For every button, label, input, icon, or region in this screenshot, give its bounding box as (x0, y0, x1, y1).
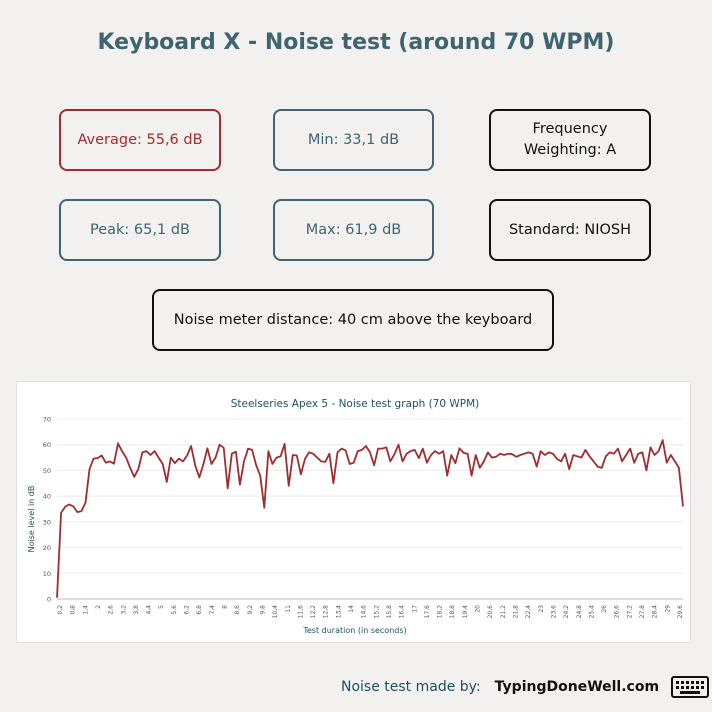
x-tick-label: 16,4 (399, 605, 406, 619)
peak-stat: Peak: 65,1 dB (59, 199, 221, 261)
x-tick-label: 28,4 (652, 605, 659, 619)
x-tick-label: 17,6 (424, 605, 431, 619)
x-tick-label: 8 (222, 605, 229, 609)
frequency-label: Frequency (532, 121, 608, 137)
x-tick-label: 25,4 (588, 605, 595, 619)
x-tick-label: 26 (601, 605, 608, 613)
chart-title: Steelseries Apex 5 - Noise test graph (7… (231, 398, 480, 410)
footer: Noise test made by: TypingDoneWell.com (341, 676, 710, 698)
x-tick-label: 11,6 (297, 605, 304, 619)
footer-label: Noise test made by: (341, 679, 481, 695)
x-tick-label: 15,2 (373, 605, 380, 619)
x-tick-label: 13,4 (335, 605, 342, 619)
y-tick-label: 40 (43, 493, 51, 501)
x-tick-label: 27,8 (639, 605, 646, 619)
meter-distance-stat: Noise meter distance: 40 cm above the ke… (152, 289, 554, 351)
x-tick-label: 14 (348, 605, 355, 613)
x-tick-label: 5 (158, 605, 165, 609)
min-stat: Min: 33,1 dB (273, 109, 434, 171)
x-tick-label: 18,2 (437, 605, 444, 619)
noise-chart: Steelseries Apex 5 - Noise test graph (7… (27, 398, 684, 635)
page-title: Keyboard X - Noise test (around 70 WPM) (97, 30, 615, 55)
x-tick-label: 21,8 (513, 605, 520, 619)
x-tick-label: 2,6 (108, 605, 115, 615)
x-tick-label: 10,4 (272, 605, 279, 619)
max-stat: Max: 61,9 dB (273, 199, 434, 261)
chart-panel: Steelseries Apex 5 - Noise test graph (7… (16, 381, 691, 643)
y-axis-label: Noise level in dB (27, 486, 36, 553)
x-tick-label: 23 (538, 605, 545, 613)
x-tick-label: 1,4 (82, 605, 89, 615)
x-tick-label: 27,2 (626, 605, 633, 619)
y-tick-label: 0 (47, 596, 51, 604)
x-tick-label: 21,2 (500, 605, 507, 619)
x-tick-label: 26,6 (614, 605, 621, 619)
x-tick-label: 19,4 (462, 605, 469, 619)
x-tick-label: 8,6 (234, 605, 241, 615)
x-tick-label: 24,8 (576, 605, 583, 619)
weighting-label: Weighting: A (523, 142, 617, 158)
y-tick-label: 30 (43, 518, 51, 526)
x-tick-label: 12,2 (310, 605, 317, 619)
x-tick-label: 3,2 (120, 605, 127, 615)
y-tick-label: 20 (43, 544, 51, 552)
average-stat: Average: 55,6 dB (59, 109, 221, 171)
x-tick-label: 0,2 (57, 605, 64, 615)
x-tick-label: 5,6 (171, 605, 178, 615)
x-tick-label: 29,6 (677, 605, 684, 619)
x-tick-label: 22,4 (525, 605, 532, 619)
series-line (56, 439, 684, 598)
y-tick-label: 10 (43, 570, 51, 578)
frequency-weighting-stat: Frequency Weighting: A (489, 109, 651, 171)
x-tick-label: 0,8 (70, 605, 77, 615)
x-tick-label: 17 (411, 605, 418, 613)
x-tick-label: 2 (95, 605, 102, 609)
standard-stat: Standard: NIOSH (489, 199, 651, 261)
x-tick-label: 29 (664, 605, 671, 613)
x-tick-label: 14,6 (361, 605, 368, 619)
keyboard-icon (671, 676, 710, 698)
y-tick-label: 60 (43, 441, 51, 449)
y-tick-label: 70 (43, 416, 51, 424)
x-tick-label: 3,8 (133, 605, 140, 615)
footer-brand: TypingDoneWell.com (494, 679, 660, 695)
x-tick-label: 23,6 (551, 605, 558, 619)
x-tick-label: 6,2 (184, 605, 191, 615)
x-tick-label: 9,8 (259, 605, 266, 615)
y-tick-label: 50 (43, 467, 51, 475)
x-axis-label: Test duration (in seconds) (302, 626, 406, 635)
x-tick-label: 4,4 (146, 605, 153, 615)
x-tick-label: 7,4 (209, 605, 216, 615)
x-tick-label: 6,8 (196, 605, 203, 615)
x-tick-label: 9,2 (247, 605, 254, 615)
x-tick-label: 11 (285, 605, 292, 613)
x-tick-label: 24,2 (563, 605, 570, 619)
x-tick-label: 20 (475, 605, 482, 613)
x-tick-label: 20,6 (487, 605, 494, 619)
x-tick-label: 12,8 (323, 605, 330, 619)
x-tick-label: 18,8 (449, 605, 456, 619)
x-tick-label: 15,8 (386, 605, 393, 619)
